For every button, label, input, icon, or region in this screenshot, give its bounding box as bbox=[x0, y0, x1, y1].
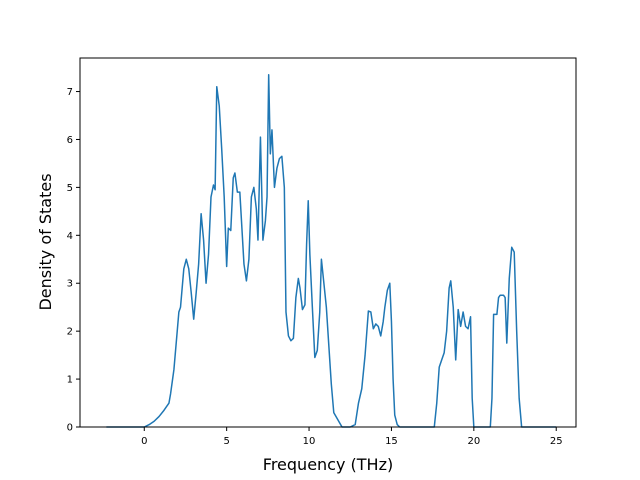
x-tick-label: 20 bbox=[467, 436, 480, 447]
plot-layer bbox=[106, 74, 557, 428]
x-tick-label: 5 bbox=[223, 436, 229, 447]
y-axis-ticks: 0 1 2 3 4 5 6 7 bbox=[67, 87, 80, 434]
x-tick-label: 25 bbox=[550, 436, 563, 447]
y-tick-label: 7 bbox=[67, 87, 73, 98]
x-tick-label: 10 bbox=[303, 436, 316, 447]
y-tick-label: 6 bbox=[67, 135, 73, 146]
x-tick-label: 0 bbox=[141, 436, 147, 447]
x-axis-label: Frequency (THz) bbox=[263, 455, 393, 474]
series-line-0 bbox=[106, 74, 557, 428]
y-tick-label: 1 bbox=[67, 375, 73, 386]
y-tick-label: 2 bbox=[67, 327, 73, 338]
x-axis-ticks: 0 5 10 15 20 25 bbox=[141, 427, 563, 447]
y-tick-label: 4 bbox=[67, 231, 73, 242]
y-tick-label: 5 bbox=[67, 183, 73, 194]
x-tick-label: 15 bbox=[385, 436, 398, 447]
plot-frame bbox=[79, 57, 577, 428]
y-tick-label: 3 bbox=[67, 279, 73, 290]
y-tick-label: 0 bbox=[67, 423, 73, 434]
y-axis-label: Density of States bbox=[36, 173, 55, 310]
